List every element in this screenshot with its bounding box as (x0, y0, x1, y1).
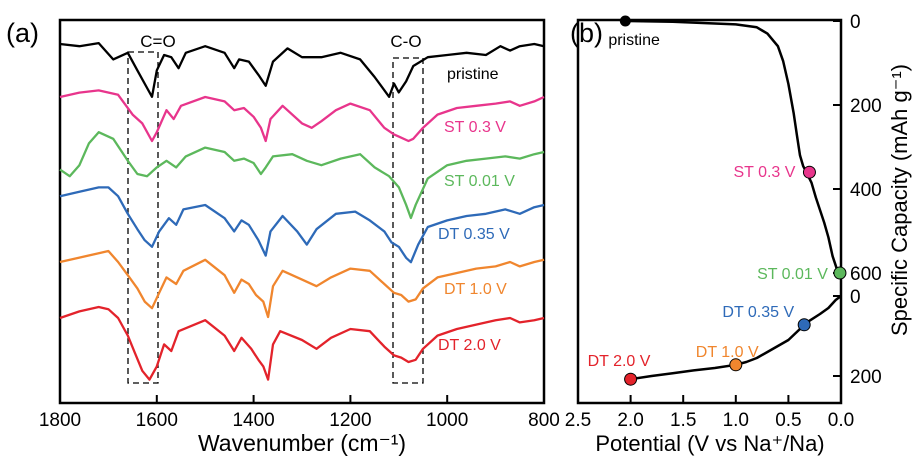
panel-b-curves (625, 19, 842, 381)
panel-b-x-tick-label: 1.5 (670, 410, 696, 431)
panel-a-ftir: (a) 1800 1600 1400 1200 1000 800 Wavenumber (… (6, 18, 560, 456)
state-marker-label: ST 0.01 V (757, 266, 828, 283)
panel-b-markers: pristine ST 0.3 V ST 0.01 V DT 0.35 V DT 1.0… (588, 15, 847, 386)
panel-a-frame (58, 18, 546, 405)
state-marker (624, 372, 638, 386)
state-marker-label: DT 1.0 V (696, 344, 759, 361)
spectrum-line (59, 131, 545, 220)
spectrum-line (59, 41, 545, 98)
panel-a-x-tick-label: 1600 (136, 410, 178, 431)
panel-a-x-tick-label: 1800 (39, 410, 81, 431)
spectrum-label: ST 0.01 V (444, 173, 515, 190)
spectrum-label: DT 1.0 V (444, 281, 507, 298)
spectrum-line (59, 305, 545, 381)
panel-b-x-axis-title: Potential (V vs Na⁺/Na) (595, 431, 824, 456)
panel-a-x-tick-label: 1400 (232, 410, 274, 431)
spectrum-line (59, 186, 545, 264)
c-eq-o-region-box (127, 51, 159, 384)
state-marker-label: pristine (608, 32, 660, 49)
panel-b-frame (576, 18, 843, 405)
panel-b-y-tick-label: 0 (850, 287, 861, 308)
panel-a-x-tick-label: 1000 (426, 410, 468, 431)
panel-a-label: (a) (6, 18, 39, 48)
panel-b-x-tick-label: 0.5 (775, 410, 801, 431)
state-marker (729, 358, 743, 372)
panel-b-y-tick-label: 200 (850, 96, 882, 117)
panel-b-x-tick-label: 2.0 (617, 410, 643, 431)
panel-a-x-tick-label: 1200 (329, 410, 371, 431)
state-marker-label: DT 2.0 V (588, 353, 651, 370)
discharge-curve (625, 19, 841, 274)
panel-a-x-axis-title: Wavenumber (cm⁻¹) (198, 430, 406, 456)
panel-a-x-ticks: 1800 1600 1400 1200 1000 800 (39, 395, 560, 431)
panel-b-label: (b) (570, 18, 603, 48)
panel-b-x-tick-label: 2.5 (565, 410, 591, 431)
charge-curve (630, 295, 842, 381)
spectrum-label: ST 0.3 V (444, 119, 506, 136)
panel-b-x-tick-label: 0.0 (828, 410, 854, 431)
state-marker (619, 15, 631, 27)
panel-b-x-ticks: 2.5 2.0 1.5 1.0 0.5 0.0 (565, 395, 854, 431)
spectrum-label: DT 2.0 V (438, 337, 501, 354)
state-marker (797, 318, 811, 332)
spectrum-line (59, 249, 545, 319)
state-marker-label: ST 0.3 V (733, 164, 795, 181)
state-marker (802, 165, 816, 179)
state-marker-label: DT 0.35 V (722, 304, 794, 321)
panel-b-x-tick-label: 1.0 (723, 410, 749, 431)
c-o-region-box (392, 57, 424, 384)
spectrum-label: DT 0.35 V (438, 226, 510, 243)
panel-b-y-tick-label: 200 (850, 367, 882, 388)
panel-a-series-labels: pristine ST 0.3 V ST 0.01 V DT 0.35 V DT 1.0… (438, 66, 515, 354)
panel-b-y-axis-title: Specific Capacity (mAh g⁻¹) (887, 64, 912, 336)
c-o-annotation: C-O (390, 32, 421, 51)
spectrum-label: pristine (447, 66, 499, 83)
panel-b-y-tick-label: 400 (850, 180, 882, 201)
panel-a-spectra (59, 41, 545, 381)
c-eq-o-annotation: C=O (140, 32, 175, 51)
spectrum-line (59, 89, 545, 143)
panel-b-y-tick-label: 600 (850, 264, 882, 285)
state-marker (833, 266, 847, 280)
panel-a-x-tick-label: 800 (528, 410, 560, 431)
panel-b-y-tick-label: 0 (850, 12, 861, 33)
